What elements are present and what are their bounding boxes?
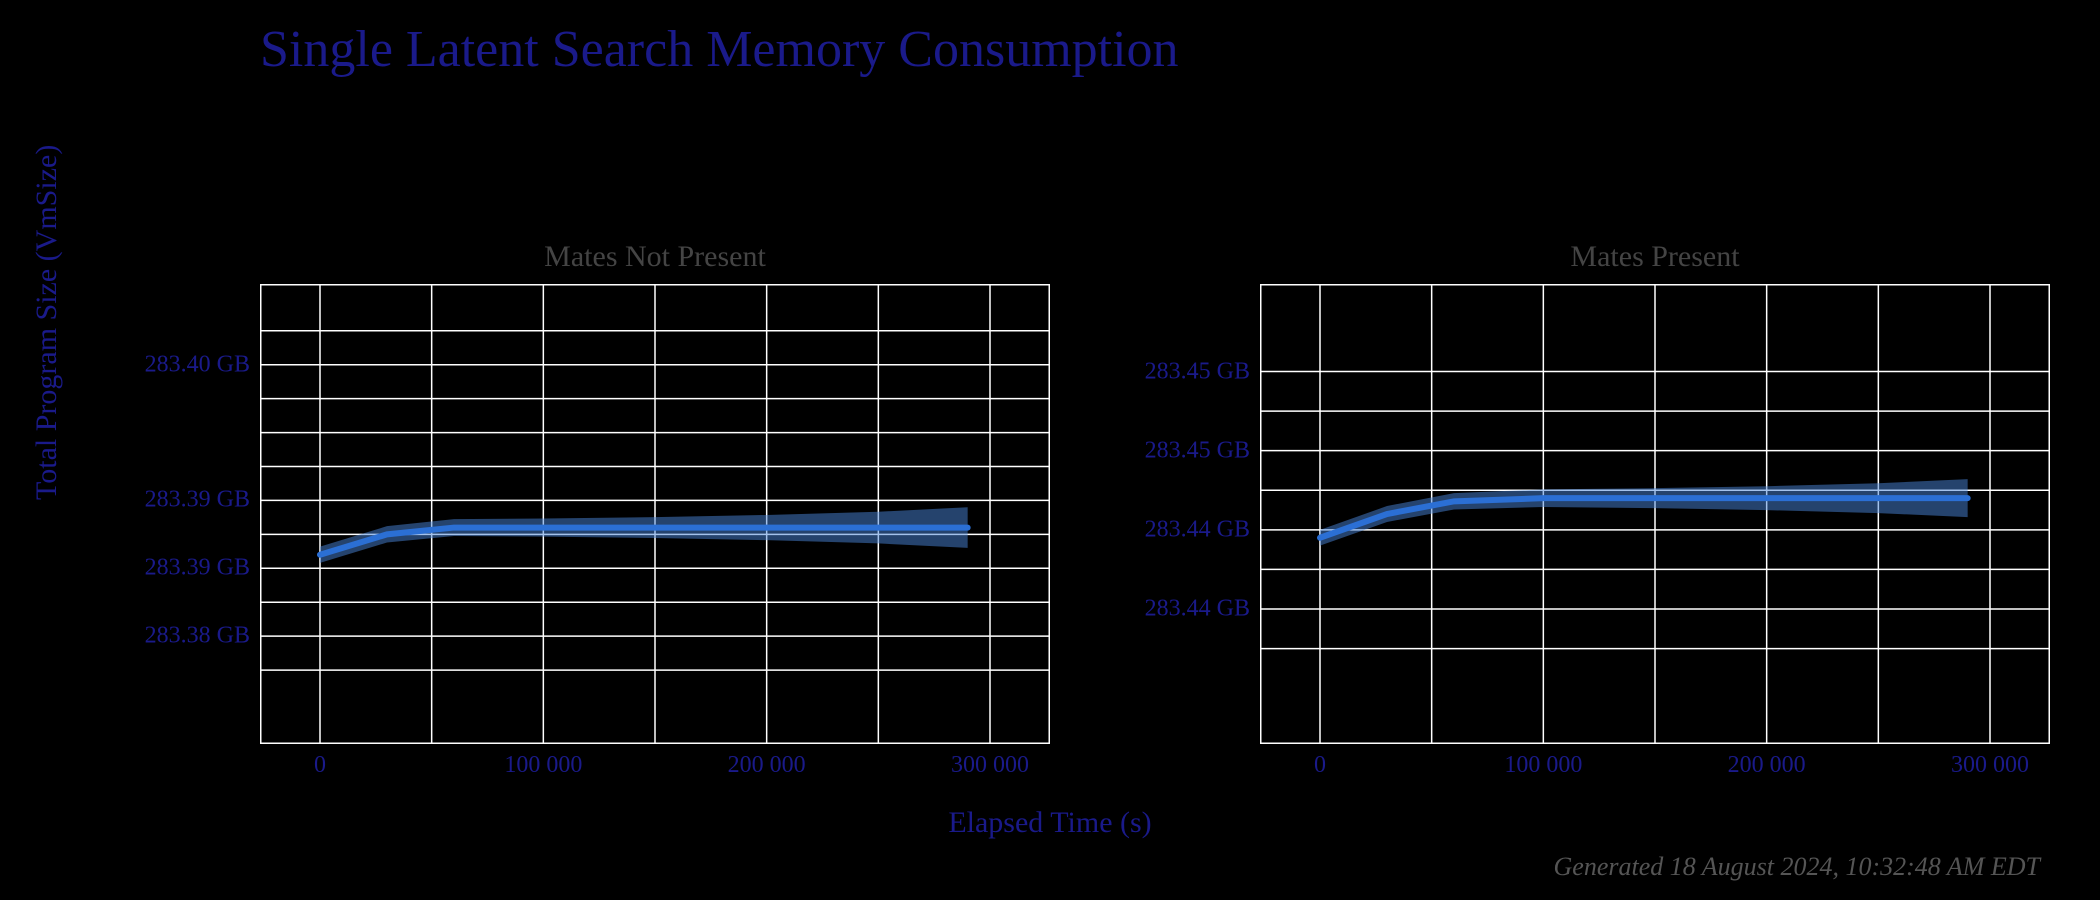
xtick-label: 300 000 (1951, 752, 2029, 779)
ytick-label: 283.44 GB (1145, 516, 1250, 543)
ytick-label: 283.39 GB (145, 487, 250, 514)
xtick-label: 100 000 (1504, 752, 1582, 779)
ytick-label: 283.45 GB (1145, 358, 1250, 385)
confidence-band (1320, 479, 1968, 545)
plot-area-left: 283.38 GB283.39 GB283.39 GB283.40 GB0100… (260, 284, 1050, 744)
xtick-label: 0 (1314, 752, 1326, 779)
x-axis-label: Elapsed Time (s) (0, 806, 2100, 840)
panel-title-right: Mates Present (1260, 240, 2050, 274)
plot-area-right: 283.44 GB283.44 GB283.45 GB283.45 GB0100… (1260, 284, 2050, 744)
xtick-label: 300 000 (951, 752, 1029, 779)
plot-svg-right (1260, 284, 2050, 744)
ytick-label: 283.39 GB (145, 555, 250, 582)
ytick-label: 283.45 GB (1145, 437, 1250, 464)
y-axis-label: Total Program Size (VmSize) (30, 145, 64, 500)
figure-title: Single Latent Search Memory Consumption (260, 20, 1179, 79)
xtick-label: 200 000 (1728, 752, 1806, 779)
confidence-band (320, 507, 968, 563)
plot-svg-left (260, 284, 1050, 744)
figure-root: Single Latent Search Memory Consumption … (0, 0, 2100, 900)
panel-left: Mates Not Present 283.38 GB283.39 GB283.3… (260, 240, 1050, 744)
xtick-label: 200 000 (728, 752, 806, 779)
panel-title-left: Mates Not Present (260, 240, 1050, 274)
ytick-label: 283.44 GB (1145, 596, 1250, 623)
xtick-label: 0 (314, 752, 326, 779)
generated-timestamp: Generated 18 August 2024, 10:32:48 AM ED… (1554, 852, 2041, 882)
ytick-label: 283.40 GB (145, 351, 250, 378)
ytick-label: 283.38 GB (145, 623, 250, 650)
xtick-label: 100 000 (504, 752, 582, 779)
panel-right: Mates Present 283.44 GB283.44 GB283.45 GB… (1260, 240, 2050, 744)
